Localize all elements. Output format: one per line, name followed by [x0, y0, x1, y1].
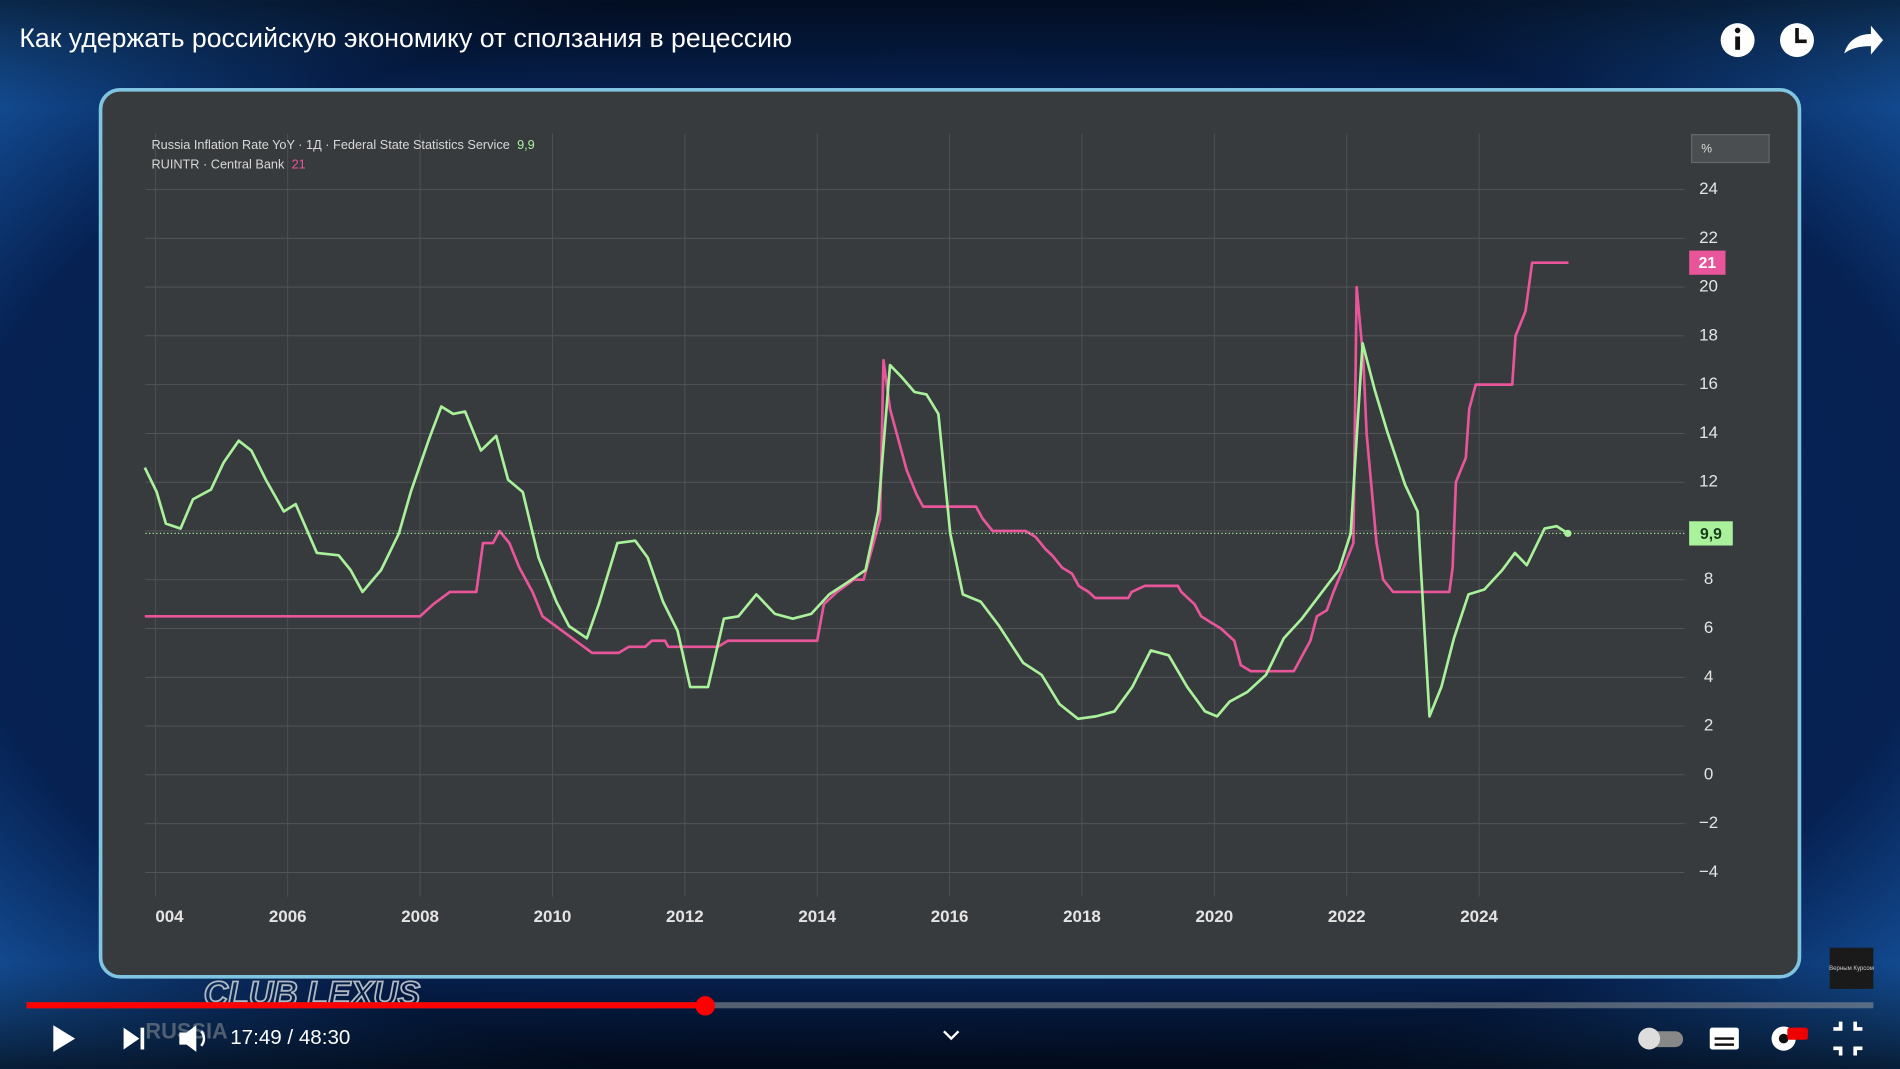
- legend-entry: Russia Inflation Rate YoY · 1Д · Federal…: [151, 137, 509, 152]
- y-tick-label: 2: [1704, 716, 1713, 735]
- play-button[interactable]: [53, 1025, 76, 1052]
- y-tick-label: −2: [1699, 813, 1718, 832]
- chapters-button[interactable]: [943, 1030, 960, 1041]
- series-line: [144, 261, 1569, 673]
- x-tick-label: 2020: [1196, 907, 1234, 926]
- progress-track[interactable]: [26, 1002, 1874, 1009]
- channel-logo[interactable]: [1829, 947, 1874, 989]
- y-tick-label: 20: [1699, 277, 1718, 296]
- autoplay-toggle[interactable]: [1638, 1027, 1684, 1050]
- video-title[interactable]: Как удержать российскую экономику от спо…: [19, 23, 792, 53]
- progress-thumb[interactable]: [695, 996, 715, 1016]
- x-tick-label: 2022: [1328, 907, 1366, 926]
- y-tick-label: −4: [1699, 862, 1718, 881]
- current-value-box: [1689, 521, 1733, 546]
- x-tick-label: 2014: [798, 907, 836, 926]
- y-tick-label: 0: [1704, 764, 1713, 783]
- y-tick-label: 16: [1699, 374, 1718, 393]
- x-tick-label: 2012: [666, 907, 704, 926]
- x-tick-label: 2008: [401, 907, 439, 926]
- current-value-box: [1689, 250, 1726, 275]
- watch-later-button[interactable]: [1780, 23, 1814, 58]
- share-button[interactable]: [1844, 25, 1884, 55]
- channel-logo-text: Верным Курсом: [1829, 966, 1874, 972]
- time-display: 17:49 / 48:30: [230, 1026, 350, 1049]
- x-tick-label: 2006: [269, 907, 307, 926]
- exit-fullscreen-button[interactable]: [1833, 1021, 1863, 1056]
- y-tick-label: 22: [1699, 228, 1718, 247]
- next-button[interactable]: [123, 1027, 145, 1050]
- x-tick-label: 2016: [931, 907, 969, 926]
- current-value-label: 21: [1699, 255, 1717, 272]
- y-tick-label: 8: [1704, 569, 1713, 588]
- unit-box: [1690, 134, 1770, 164]
- plot-area: −4−2024681012141618202224004200620082010…: [143, 133, 1733, 926]
- y-tick-label: 18: [1699, 325, 1718, 344]
- legend-value: 21: [292, 156, 306, 171]
- legend-value: 9,9: [517, 137, 535, 152]
- series-line: [143, 341, 1569, 721]
- volume-button[interactable]: [179, 1025, 206, 1052]
- current-value-label: 9,9: [1700, 526, 1722, 543]
- y-tick-label: 24: [1699, 179, 1718, 198]
- last-point: [1564, 529, 1572, 538]
- settings-button[interactable]: [1771, 1026, 1808, 1051]
- y-tick-label: 4: [1704, 667, 1713, 686]
- info-button[interactable]: [1720, 23, 1755, 58]
- legend-entry: RUINTR · Central Bank: [151, 156, 285, 171]
- x-tick-label: 2018: [1063, 907, 1101, 926]
- y-tick-label: 14: [1699, 423, 1718, 442]
- x-tick-label: 2024: [1460, 907, 1498, 926]
- y-tick-label: 12: [1699, 472, 1718, 491]
- x-tick-label: 2010: [534, 907, 572, 926]
- subtitles-button[interactable]: [1709, 1027, 1739, 1050]
- y-tick-label: 6: [1704, 618, 1713, 637]
- y-unit: %: [1701, 141, 1712, 155]
- x-tick-label: 004: [155, 907, 184, 926]
- progress-played: [26, 1002, 706, 1009]
